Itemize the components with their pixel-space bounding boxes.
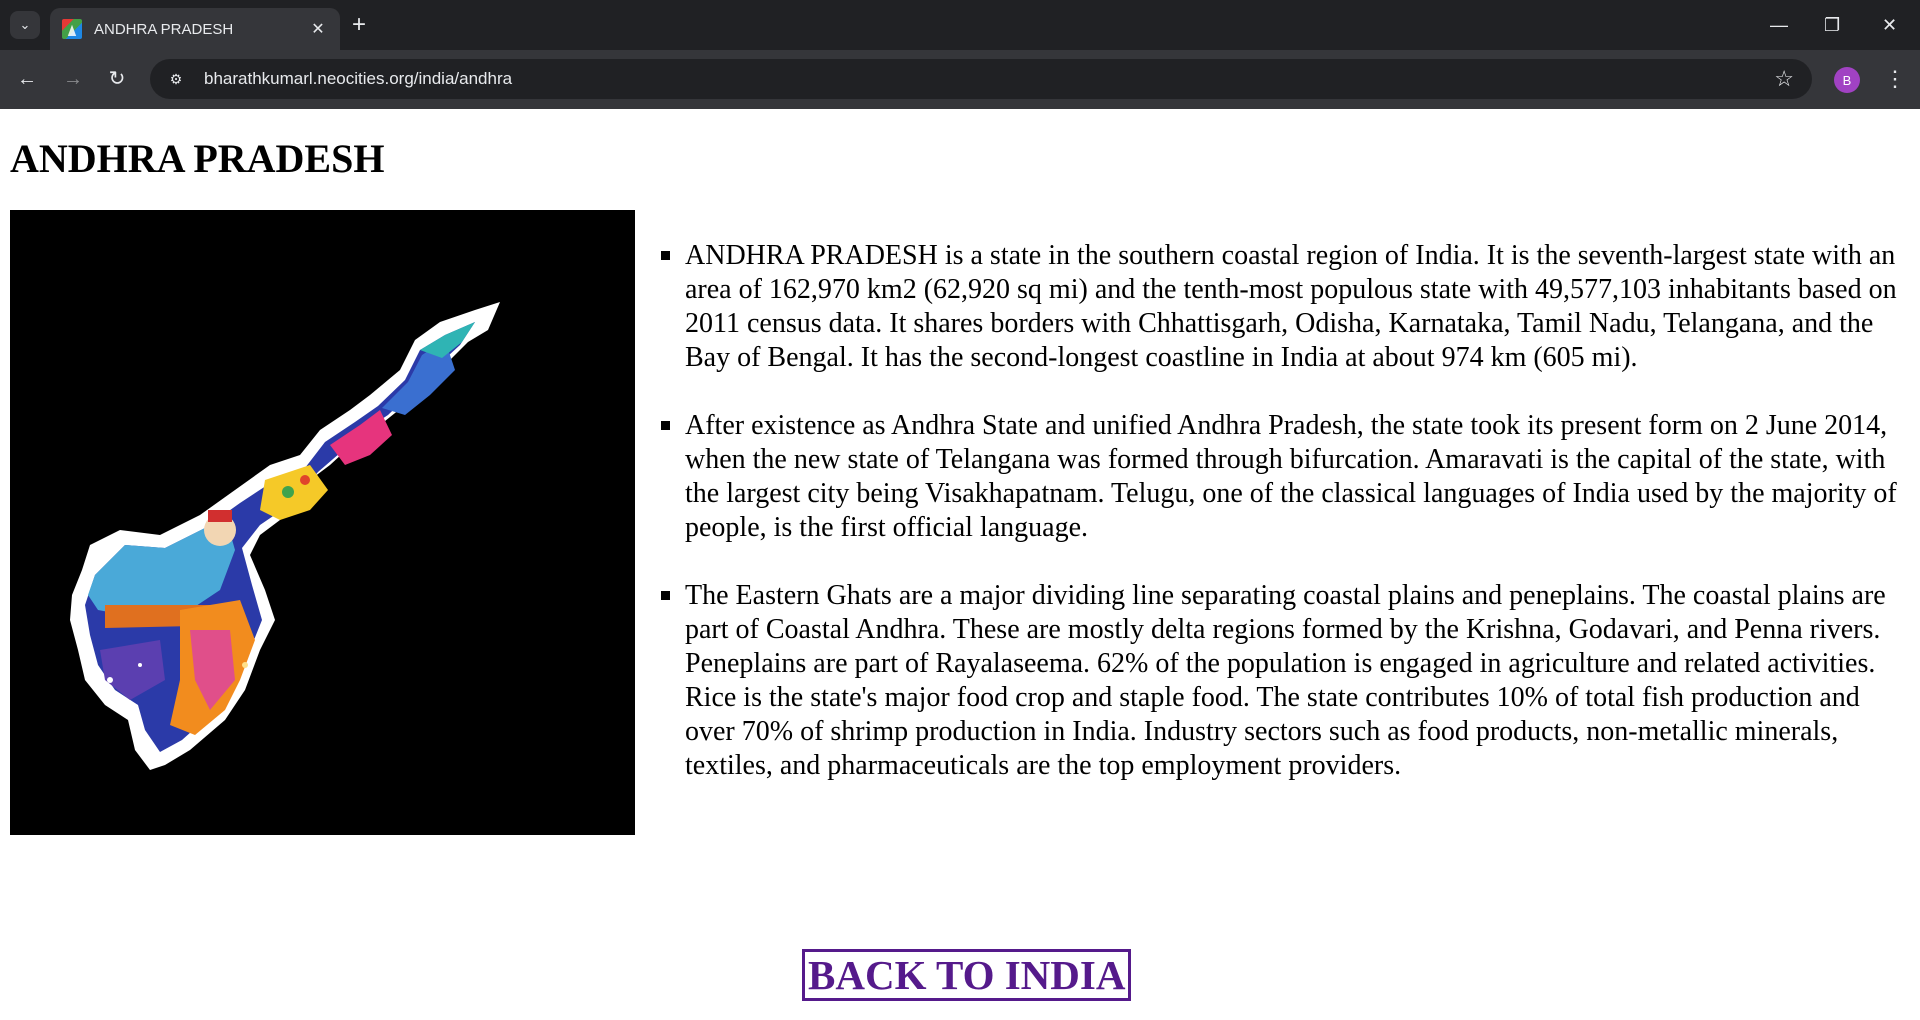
list-item: After existence as Andhra State and unif…	[661, 409, 1907, 545]
browser-tab-strip: ⌄ ANDHRA PRADESH ✕ + — ❐ ✕	[0, 0, 1920, 50]
andhra-map-illustration	[10, 210, 635, 835]
list-item: ANDHRA PRADESH is a state in the souther…	[661, 239, 1907, 375]
profile-avatar[interactable]: B	[1834, 67, 1860, 93]
page-title: ANDHRA PRADESH	[10, 136, 385, 181]
arrow-right-icon[interactable]: →	[63, 68, 83, 90]
address-bar[interactable]: ⚙ bharathkumarl.neocities.org/india/andh…	[150, 59, 1812, 99]
close-icon[interactable]: ✕	[311, 21, 325, 38]
arrow-left-icon[interactable]: ←	[17, 68, 37, 90]
browser-toolbar: ← → ↻ ⚙ bharathkumarl.neocities.org/indi…	[0, 50, 1920, 109]
facts-list: ANDHRA PRADESH is a state in the souther…	[661, 239, 1907, 817]
favicon-icon	[62, 19, 82, 39]
kebab-menu-icon[interactable]: ⋮	[1884, 66, 1906, 91]
chevron-down-icon: ⌄	[19, 17, 31, 32]
window-close-icon[interactable]: ✕	[1882, 15, 1898, 35]
plus-icon[interactable]: +	[352, 11, 367, 38]
page-content: ANDHRA PRADESH ANDHRA PRADES	[0, 109, 1920, 1020]
reload-icon[interactable]: ↻	[108, 68, 126, 90]
star-icon[interactable]: ☆	[1774, 66, 1794, 91]
minimize-icon[interactable]: —	[1770, 15, 1788, 35]
tab-title: ANDHRA PRADESH	[94, 20, 234, 38]
back-to-india-link[interactable]: BACK TO INDIA	[802, 949, 1132, 1001]
tab-search-button[interactable]: ⌄	[10, 11, 40, 39]
andhra-map-image	[10, 210, 635, 835]
url-text[interactable]: bharathkumarl.neocities.org/india/andhra	[204, 69, 513, 88]
browser-tab[interactable]: ANDHRA PRADESH ✕	[50, 8, 340, 50]
restore-icon[interactable]: ❐	[1824, 15, 1841, 35]
list-item: The Eastern Ghats are a major dividing l…	[661, 579, 1907, 783]
tune-icon[interactable]: ⚙	[169, 70, 183, 87]
